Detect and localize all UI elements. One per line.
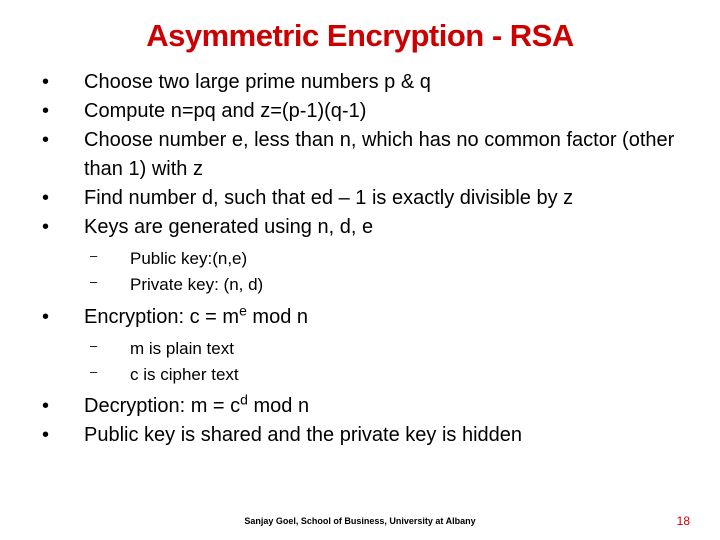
- sub-bullet-item: Private key: (n, d): [84, 272, 684, 298]
- bullet-text: Public key is shared and the private key…: [84, 424, 522, 446]
- bullet-text-part: mod n: [247, 306, 308, 328]
- bullet-item: Decryption: m = cd mod n: [36, 392, 684, 421]
- bullet-item: Encryption: c = me mod n m is plain text…: [36, 303, 684, 389]
- superscript: e: [239, 302, 247, 318]
- bullet-item: Choose number e, less than n, which has …: [36, 126, 684, 184]
- bullet-text: Choose number e, less than n, which has …: [84, 129, 674, 180]
- slide-footer: Sanjay Goel, School of Business, Univers…: [0, 516, 720, 526]
- bullet-text-part: mod n: [248, 395, 309, 417]
- bullet-text-part: Decryption: m = c: [84, 395, 240, 417]
- sub-bullet-item: c is cipher text: [84, 362, 684, 388]
- slide-container: Asymmetric Encryption - RSA Choose two l…: [0, 0, 720, 540]
- page-number: 18: [677, 514, 690, 528]
- sub-bullet-list: Public key:(n,e) Private key: (n, d): [84, 246, 684, 299]
- bullet-list: Choose two large prime numbers p & q Com…: [36, 68, 684, 450]
- bullet-item: Compute n=pq and z=(p-1)(q-1): [36, 97, 684, 126]
- bullet-text: Compute n=pq and z=(p-1)(q-1): [84, 100, 366, 122]
- sub-bullet-text: c is cipher text: [130, 365, 239, 384]
- superscript: d: [240, 392, 248, 408]
- bullet-item: Keys are generated using n, d, e Public …: [36, 213, 684, 299]
- bullet-item: Public key is shared and the private key…: [36, 421, 684, 450]
- sub-bullet-list: m is plain text c is cipher text: [84, 336, 684, 389]
- sub-bullet-text: m is plain text: [130, 339, 234, 358]
- slide-title: Asymmetric Encryption - RSA: [36, 18, 684, 54]
- sub-bullet-item: Public key:(n,e): [84, 246, 684, 272]
- bullet-text: Find number d, such that ed – 1 is exact…: [84, 187, 573, 209]
- sub-bullet-text: Private key: (n, d): [130, 275, 263, 294]
- sub-bullet-text: Public key:(n,e): [130, 249, 247, 268]
- bullet-text-part: Encryption: c = m: [84, 306, 239, 328]
- bullet-item: Choose two large prime numbers p & q: [36, 68, 684, 97]
- sub-bullet-item: m is plain text: [84, 336, 684, 362]
- bullet-item: Find number d, such that ed – 1 is exact…: [36, 184, 684, 213]
- bullet-text: Keys are generated using n, d, e: [84, 216, 373, 238]
- bullet-text: Choose two large prime numbers p & q: [84, 71, 431, 93]
